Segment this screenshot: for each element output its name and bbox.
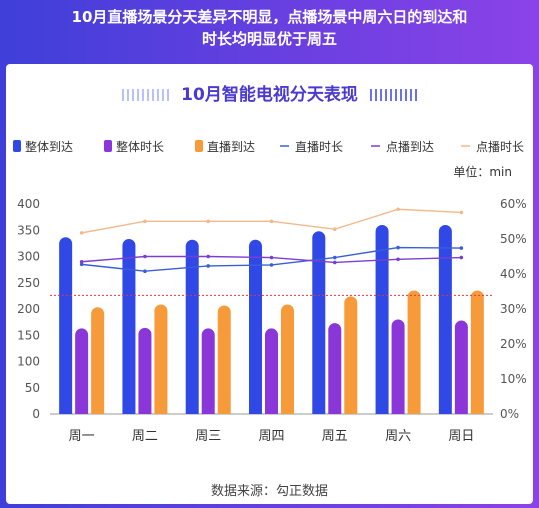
legend-label-直播到达: 直播到达	[207, 140, 255, 154]
bar-整体到达-周四	[249, 239, 262, 414]
point-直播时长-周三	[206, 264, 211, 268]
bar-直播到达-周三	[217, 305, 231, 414]
point-点播时长-周一	[79, 231, 84, 235]
point-直播时长-周日	[459, 246, 464, 250]
point-直播时长-周一	[79, 262, 84, 267]
y-right-tick-label: 0%	[500, 407, 519, 421]
legend-label-直播时长: 直播时长	[295, 140, 343, 154]
y-left-tick-label: 0	[32, 407, 40, 421]
legend-swatch-直播到达	[195, 140, 203, 152]
point-点播到达-周日	[459, 255, 464, 260]
title-decoration-left	[122, 89, 170, 101]
headline: 10月直播场景分天差异不明显，点播场景中周六日的到达和 时长均明显优于周五	[0, 6, 539, 50]
x-tick-label: 周二	[132, 429, 158, 444]
point-点播到达-周四	[269, 255, 274, 260]
bar-直播到达-周二	[154, 304, 168, 414]
point-点播到达-周五	[332, 260, 337, 265]
y-right-tick-label: 50%	[500, 232, 527, 246]
legend-label-点播到达: 点播到达	[386, 140, 434, 154]
x-tick-label: 周六	[385, 429, 411, 444]
point-直播时长-周四	[269, 263, 274, 267]
legend-swatch-整体时长	[104, 140, 112, 152]
y-left-tick-label: 200	[17, 302, 40, 316]
y-right-tick-label: 30%	[500, 302, 527, 316]
y-right-tick-label: 60%	[500, 197, 527, 211]
y-right-tick-label: 20%	[500, 337, 527, 351]
bar-整体到达-周三	[185, 239, 199, 414]
bar-整体到达-周一	[59, 237, 73, 414]
headline-line-2: 时长均明显优于周五	[201, 30, 337, 48]
point-点播时长-周六	[396, 207, 400, 212]
y-right-tick-label: 40%	[500, 267, 527, 281]
bar-直播到达-周日	[470, 290, 484, 414]
bars	[59, 225, 484, 414]
point-点播到达-周一	[79, 259, 84, 264]
point-直播时长-周六	[396, 245, 400, 250]
point-点播到达-周二	[143, 254, 147, 259]
bar-整体到达-周日	[438, 225, 452, 414]
bar-整体时长-周五	[328, 323, 342, 414]
y-left-tick-label: 400	[17, 197, 40, 211]
y-left-tick-label: 150	[17, 328, 40, 342]
y-left-tick-label: 50	[25, 381, 40, 395]
source-note: 数据来源：勾正数据	[210, 484, 328, 499]
point-点播时长-周三	[206, 219, 211, 224]
y-left-tick-label: 100	[17, 355, 40, 369]
x-tick-label: 周三	[195, 429, 221, 444]
unit-label: 单位：min	[453, 164, 512, 179]
bar-直播到达-周五	[344, 296, 358, 414]
title-decoration-right	[370, 89, 418, 101]
headline-line-1: 10月直播场景分天差异不明显，点播场景中周六日的到达和	[71, 8, 468, 26]
bar-整体时长-周二	[138, 327, 152, 414]
x-tick-label: 周日	[448, 429, 474, 444]
point-点播时长-周四	[269, 219, 274, 224]
chart-title: 10月智能电视分天表现	[181, 85, 358, 105]
y-left-tick-label: 250	[17, 276, 40, 290]
point-点播时长-周五	[332, 227, 337, 231]
bar-直播到达-周一	[91, 307, 105, 414]
legend-label-整体时长: 整体时长	[116, 139, 164, 154]
y-left-tick-label: 350	[17, 223, 40, 237]
legend-label-整体到达: 整体到达	[25, 139, 73, 154]
legend-label-点播时长: 点播时长	[476, 140, 524, 154]
point-点播时长-周二	[143, 219, 147, 224]
point-点播到达-周六	[396, 257, 400, 262]
x-tick-label: 周四	[258, 429, 284, 444]
axes: 0 50 100 150 200 250 300 350 400 0% 10% 20% 30% 40% 50…	[17, 197, 527, 444]
y-left-tick-label: 300	[17, 250, 40, 264]
bar-整体到达-周五	[312, 231, 326, 414]
bar-整体到达-周六	[375, 225, 389, 414]
bar-整体时长-周一	[75, 328, 89, 414]
bar-整体时长-周六	[391, 319, 405, 414]
bar-整体时长-周日	[454, 320, 468, 414]
bar-整体时长-周四	[265, 328, 278, 414]
point-点播时长-周日	[459, 210, 464, 215]
bar-直播到达-周四	[281, 304, 294, 414]
x-tick-label: 周五	[322, 429, 348, 444]
point-直播时长-周五	[332, 255, 337, 260]
legend: 整体到达 整体时长 直播到达 直播时长 点播到达 点播时长	[13, 139, 524, 154]
bar-整体时长-周三	[201, 328, 215, 414]
y-right-tick-label: 10%	[500, 372, 527, 386]
bar-直播到达-周六	[407, 290, 421, 414]
legend-swatch-整体到达	[13, 140, 21, 152]
bar-整体到达-周二	[122, 239, 136, 414]
x-tick-label: 周一	[69, 429, 95, 444]
lines	[79, 207, 464, 274]
point-点播到达-周三	[206, 254, 211, 259]
point-直播时长-周二	[143, 269, 147, 274]
